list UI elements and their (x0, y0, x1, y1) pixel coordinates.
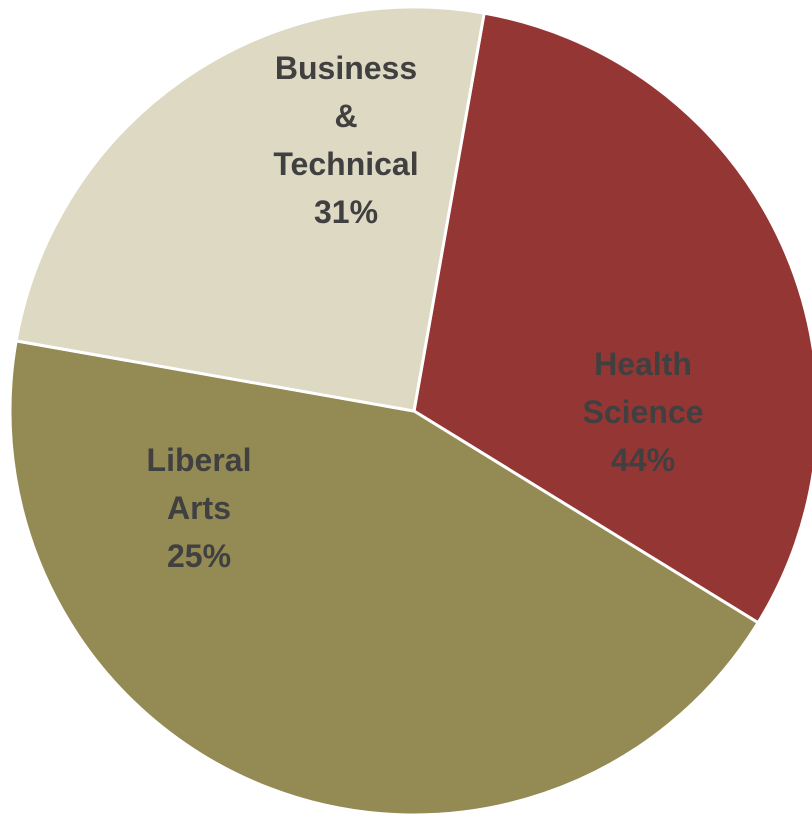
slice-category-label: Business (275, 50, 417, 86)
pie-slice-health-science (8, 339, 761, 817)
slice-category-label: Health (594, 346, 692, 382)
slice-percent-label: 31% (314, 194, 378, 230)
slice-category-label: Arts (167, 490, 231, 526)
slice-percent-label: 25% (167, 538, 231, 574)
slice-category-label: Liberal (147, 442, 252, 478)
slice-label-business-technical: Business & Technical 31% (273, 50, 418, 230)
slice-category-label: Technical (273, 146, 418, 182)
pie-slice-liberal-arts (14, 5, 486, 413)
slice-category-label: & (334, 98, 357, 134)
slice-label-health-science: Health Science 44% (583, 346, 704, 478)
slice-label-liberal-arts: Liberal Arts 25% (147, 442, 252, 574)
pie-slice-business-technical (412, 11, 812, 625)
slice-percent-label: 44% (611, 442, 675, 478)
slice-category-label: Science (583, 394, 704, 430)
